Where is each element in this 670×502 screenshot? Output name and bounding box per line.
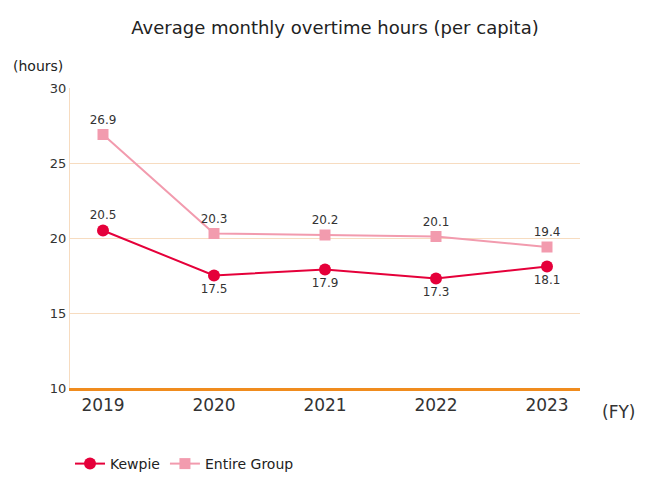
svg-text:30: 30 bbox=[50, 81, 67, 96]
svg-text:20: 20 bbox=[50, 231, 67, 246]
svg-text:20.1: 20.1 bbox=[423, 215, 450, 229]
svg-text:(hours): (hours) bbox=[13, 58, 63, 74]
svg-text:2020: 2020 bbox=[192, 395, 235, 415]
svg-text:19.4: 19.4 bbox=[534, 225, 561, 239]
svg-text:2021: 2021 bbox=[303, 395, 346, 415]
svg-text:15: 15 bbox=[50, 306, 67, 321]
svg-text:Entire Group: Entire Group bbox=[205, 456, 293, 472]
svg-text:25: 25 bbox=[50, 156, 67, 171]
svg-text:Average monthly overtime hours: Average monthly overtime hours (per capi… bbox=[131, 17, 538, 38]
svg-text:18.1: 18.1 bbox=[534, 273, 561, 287]
svg-text:17.5: 17.5 bbox=[201, 282, 228, 296]
svg-text:20.2: 20.2 bbox=[312, 213, 339, 227]
svg-text:Kewpie: Kewpie bbox=[110, 456, 160, 472]
svg-text:2022: 2022 bbox=[414, 395, 457, 415]
svg-text:2023: 2023 bbox=[525, 395, 568, 415]
svg-text:(FY): (FY) bbox=[602, 402, 635, 422]
svg-text:17.3: 17.3 bbox=[423, 285, 450, 299]
svg-text:17.9: 17.9 bbox=[312, 276, 339, 290]
svg-text:10: 10 bbox=[50, 381, 67, 396]
svg-text:20.5: 20.5 bbox=[90, 208, 117, 222]
svg-text:2019: 2019 bbox=[81, 395, 124, 415]
svg-text:20.3: 20.3 bbox=[201, 212, 228, 226]
svg-text:26.9: 26.9 bbox=[90, 113, 117, 127]
